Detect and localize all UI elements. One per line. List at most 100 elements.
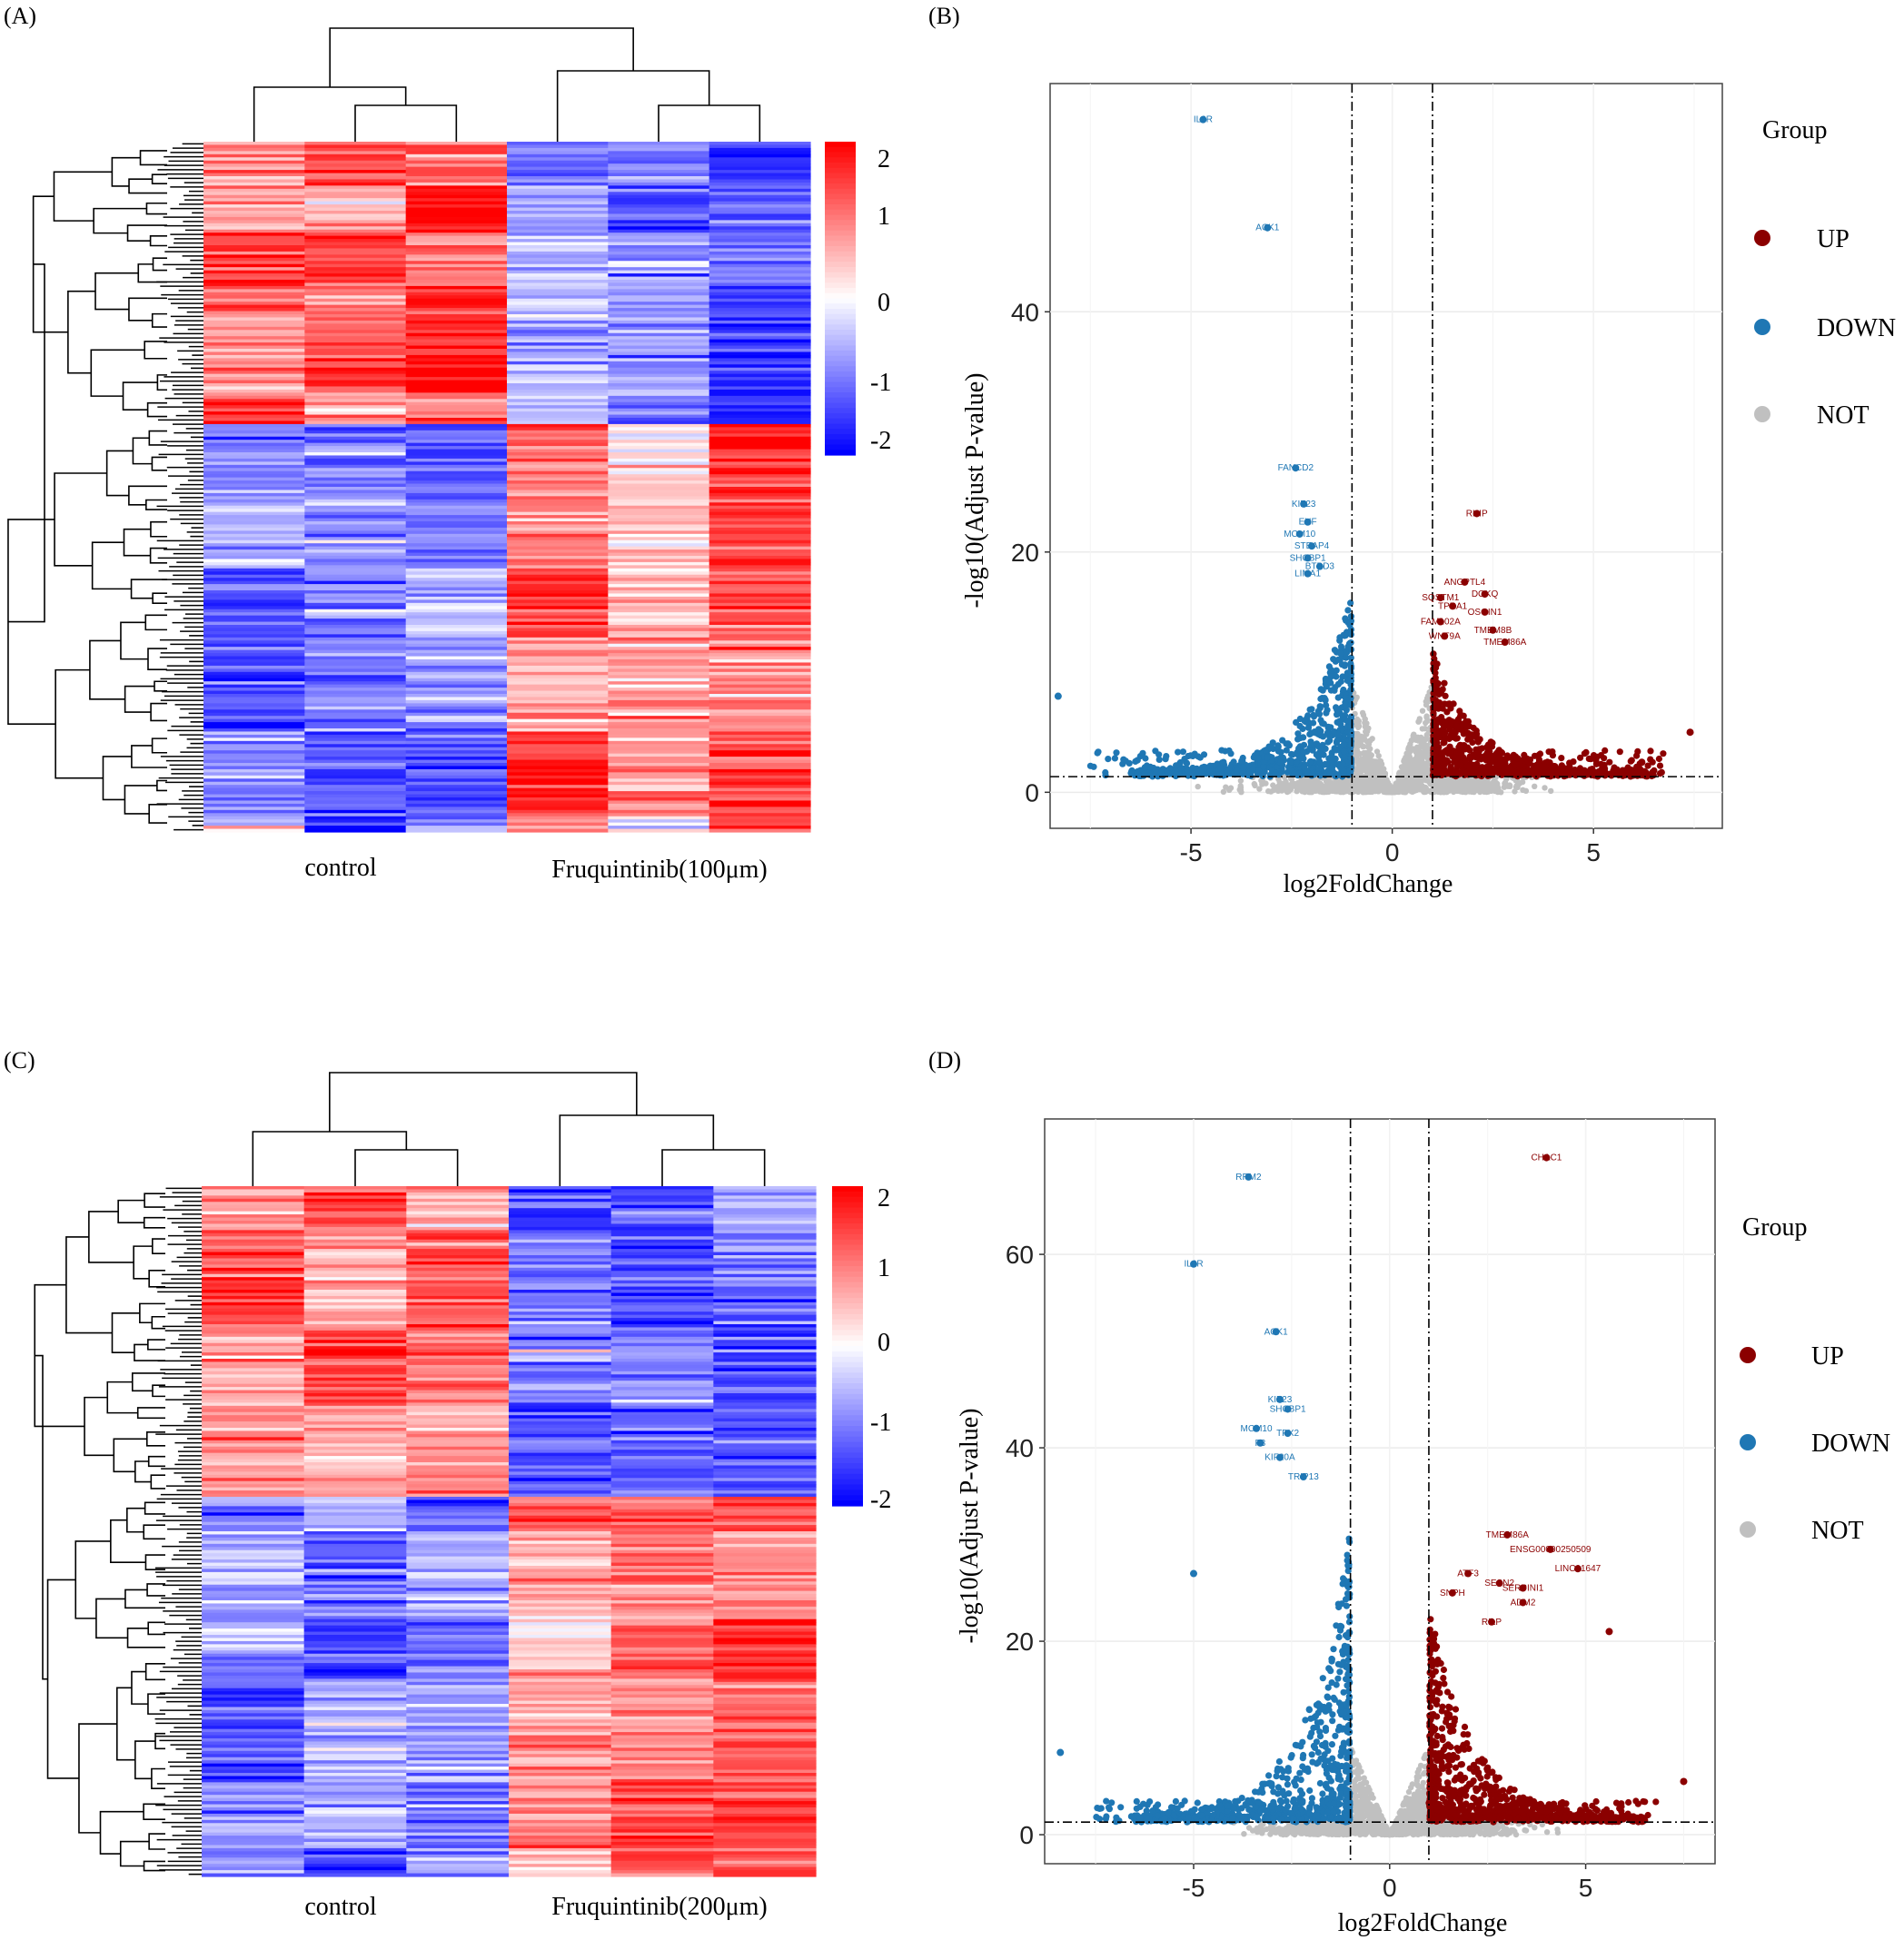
heatmap-cell [608, 734, 710, 738]
heatmap-cell [507, 606, 609, 610]
dendrogram-branch [144, 1193, 165, 1208]
heatmap-cell [608, 176, 710, 181]
heatmap-cell [406, 1374, 510, 1379]
heatmap-cell [713, 1813, 817, 1817]
heatmap-cell [202, 1452, 305, 1457]
gridlines [1050, 84, 1722, 828]
heatmap-cell [507, 345, 609, 350]
heatmap-cell [608, 157, 710, 162]
heatmap-cell [202, 1239, 305, 1243]
dendrogram-branch [144, 1501, 165, 1515]
heatmap-cell [406, 1525, 510, 1529]
heatmap-cell [507, 144, 609, 149]
heatmap-cell [406, 1675, 510, 1679]
heatmap-cell [304, 675, 407, 679]
heatmap-cell [405, 596, 508, 600]
point-not [1423, 788, 1429, 796]
heatmap-cell [509, 1258, 612, 1262]
heatmap-cell [509, 1832, 612, 1836]
dendrogram-branch [154, 1732, 165, 1750]
heatmap-cell [709, 179, 811, 183]
heatmap-cell [709, 166, 811, 171]
heatmap-cell [203, 716, 305, 720]
heatmap-cell [304, 699, 407, 704]
heatmap-cell [203, 759, 305, 764]
heatmap-cell [713, 1198, 817, 1203]
heatmap-cell [713, 1252, 817, 1256]
heatmap-cell [507, 496, 609, 500]
heatmap-cell [406, 1340, 510, 1344]
heatmap-cell [713, 1204, 817, 1209]
point-not [1365, 741, 1373, 747]
heatmap-cell [713, 1521, 817, 1526]
heatmap-cell [304, 423, 407, 428]
heatmap-cell [303, 1214, 407, 1219]
heatmap-cell [509, 1217, 612, 1222]
point-not [1364, 720, 1370, 727]
heatmap-cell [304, 163, 407, 168]
heatmap-cell [610, 1446, 714, 1450]
heatmap-cell [713, 1719, 817, 1724]
heatmap-cell [608, 684, 710, 688]
heatmap-cell [303, 1387, 407, 1391]
dendrogram-branch [131, 1372, 165, 1392]
heatmap-cell [608, 807, 710, 811]
heatmap-cell [610, 1549, 714, 1554]
heatmap-cell [203, 401, 305, 406]
heatmap-cell [713, 1807, 817, 1812]
heatmap-cell [608, 628, 710, 632]
heatmap-cell [303, 1361, 407, 1366]
colorbar-segment [832, 1335, 863, 1341]
heatmap-cell [507, 609, 609, 613]
heatmap-cell [202, 1364, 305, 1369]
heatmap-cell [202, 1192, 305, 1196]
heatmap-cell [304, 709, 407, 714]
heatmap-cell [610, 1653, 714, 1658]
point-not [1403, 750, 1410, 757]
heatmap-cell [405, 147, 508, 152]
heatmap-cell [405, 411, 508, 416]
heatmap-cell [405, 543, 508, 548]
heatmap-cell [303, 1797, 407, 1802]
heatmap-cell [509, 1283, 612, 1288]
dendrogram-branch [84, 1396, 114, 1457]
heatmap-cell [509, 1704, 612, 1708]
heatmap-cell [406, 1691, 510, 1696]
heatmap-cell [709, 599, 811, 604]
heatmap-cell [610, 1242, 714, 1247]
heatmap-cell [509, 1261, 612, 1265]
heatmap-cell [713, 1377, 817, 1381]
heatmap-cell [608, 233, 710, 237]
heatmap-cell [709, 787, 811, 792]
heatmap-cell [610, 1314, 714, 1319]
heatmap-cell [608, 201, 710, 205]
point-not [1463, 780, 1471, 787]
heatmap-cell [405, 188, 508, 193]
heatmap-cell [709, 822, 811, 826]
heatmap-cell [203, 423, 305, 428]
heatmap-cell [610, 1678, 714, 1683]
colorbar-segment [832, 1271, 863, 1278]
heatmap-cell [304, 147, 407, 152]
heatmap-cell [202, 1226, 305, 1231]
heatmap-cell [709, 709, 811, 714]
heatmap-cell [406, 1534, 510, 1539]
heatmap-cell [509, 1525, 612, 1529]
heatmap-cell [203, 153, 305, 158]
heatmap-cell [202, 1640, 305, 1645]
heatmap-cell [709, 304, 811, 309]
heatmap-cell [304, 662, 407, 667]
heatmap-cell [304, 142, 407, 146]
heatmap-cell [304, 377, 407, 381]
colorbar-segment [825, 371, 856, 378]
heatmap-cell [507, 596, 609, 600]
heatmap-cell [406, 1202, 510, 1206]
heatmap-cell [610, 1807, 714, 1812]
heatmap-cell [713, 1223, 817, 1228]
heatmap-cell [303, 1497, 407, 1501]
heatmap-cell [507, 734, 609, 738]
heatmap-cell [709, 276, 811, 281]
dendrogram-branch [145, 202, 167, 215]
heatmap-cell [610, 1387, 714, 1391]
heatmap-cell [202, 1672, 305, 1677]
